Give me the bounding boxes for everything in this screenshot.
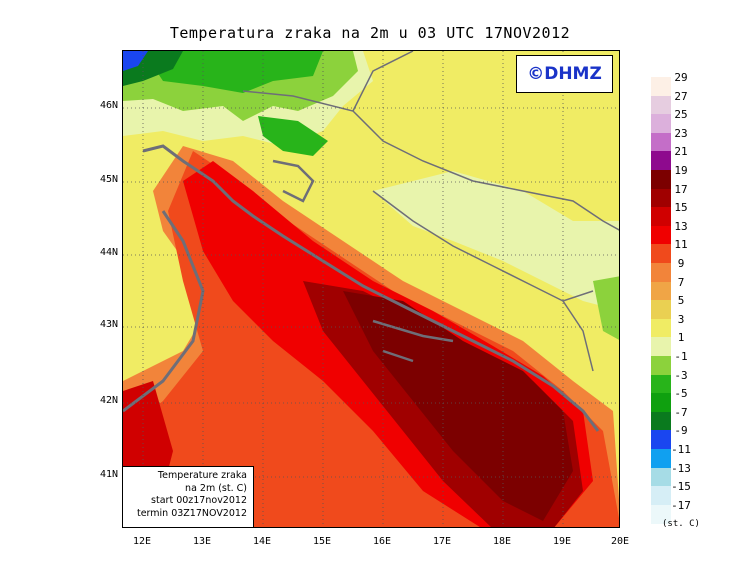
legend-label: -11 [671, 443, 691, 456]
legend-label: 9 [677, 257, 685, 270]
legend-label: -5 [674, 387, 688, 401]
legend-label: 5 [677, 294, 685, 308]
legend-swatch [651, 356, 671, 376]
legend-label: 7 [677, 275, 685, 289]
legend-swatch [651, 281, 671, 301]
legend-swatch [651, 132, 671, 152]
legend-label: 3 [677, 312, 685, 326]
border-slovenia [352, 51, 414, 112]
legend-swatch [651, 263, 671, 283]
legend-swatch [651, 430, 671, 450]
temperature-map[interactable] [122, 50, 620, 528]
lon-label-16e: 16E [372, 536, 392, 547]
legend-swatch [651, 170, 671, 190]
legend-swatch [651, 207, 671, 227]
lon-label-13e: 13E [192, 536, 212, 547]
lat-label-41n: 41N [99, 469, 118, 480]
legend-label: -17 [671, 498, 691, 512]
legend-swatch [651, 188, 671, 208]
legend-swatch [651, 95, 671, 115]
field-colder-zone [143, 51, 323, 93]
copyright-badge: ©DHMZ [516, 55, 613, 93]
field-cold-patch [258, 116, 328, 156]
info-line-1: Temperature zraka [157, 470, 247, 481]
legend-label: 25 [674, 108, 688, 122]
lon-label-18e: 18E [492, 536, 512, 547]
legend-label: -9 [674, 424, 688, 438]
lon-label-14e: 14E [252, 536, 272, 547]
lon-label-20e: 20E [610, 536, 630, 547]
lat-label-44n: 44N [99, 247, 118, 258]
lat-label-45n: 45N [99, 174, 118, 185]
legend-swatch [651, 374, 671, 394]
info-line-4: termin 03Z17NOV2012 [136, 507, 247, 519]
coastline-west [123, 210, 205, 413]
lon-label-12e: 12E [132, 536, 152, 547]
field-east-cold [593, 276, 619, 340]
legend-label: 15 [674, 201, 688, 215]
legend-label: 23 [674, 126, 688, 140]
legend-swatch [651, 504, 671, 524]
info-line-3: start 00z17nov2012 [151, 495, 247, 506]
lon-label-19e: 19E [552, 536, 572, 547]
legend-label: 19 [674, 164, 688, 177]
lon-label-17e: 17E [432, 536, 452, 547]
legend-label: -1 [674, 350, 688, 363]
legend-label: 13 [674, 219, 688, 233]
legend-swatch [651, 77, 671, 97]
legend-label: -7 [674, 405, 688, 419]
legend-swatch [651, 318, 671, 338]
info-box: Temperature zraka na 2m (st. C) start 00… [122, 466, 254, 528]
coastline-east [142, 144, 600, 432]
field-sea-hottest [343, 291, 573, 521]
legend-swatch [651, 467, 671, 487]
legend-swatch [651, 486, 671, 506]
legend-label: -13 [671, 461, 691, 475]
legend-swatch [651, 300, 671, 320]
legend-label: 27 [674, 89, 688, 103]
legend-swatch [651, 411, 671, 431]
legend-label: 21 [674, 145, 688, 159]
info-line-2: na 2m (st. C) [185, 482, 247, 494]
lat-label-46n: 46N [99, 100, 118, 111]
legend-unit: (st. C) [662, 519, 700, 529]
field-east-cool [373, 171, 619, 311]
lat-label-43n: 43N [99, 319, 118, 330]
legend-swatch [651, 244, 671, 264]
legend-label: 11 [674, 238, 688, 252]
temperature-field [123, 51, 619, 527]
legend-label: -3 [674, 368, 688, 382]
legend-label: -15 [671, 480, 691, 494]
border-montenegro [562, 300, 594, 372]
legend-label: 17 [674, 182, 688, 196]
coastline-istria [272, 159, 315, 203]
legend-swatch [651, 449, 671, 469]
legend-label: 29 [674, 71, 688, 84]
legend-swatch [651, 225, 671, 245]
lon-label-15e: 15E [312, 536, 332, 547]
lat-label-42n: 42N [99, 395, 118, 406]
legend-swatch [651, 337, 671, 357]
legend-swatch [651, 114, 671, 134]
map-title: Temperatura zraka na 2m u 03 UTC 17NOV20… [169, 24, 571, 42]
legend-swatch [651, 151, 671, 171]
legend-swatch [651, 393, 671, 413]
legend-label: 1 [677, 331, 685, 345]
field-coldest-zone [123, 51, 148, 71]
